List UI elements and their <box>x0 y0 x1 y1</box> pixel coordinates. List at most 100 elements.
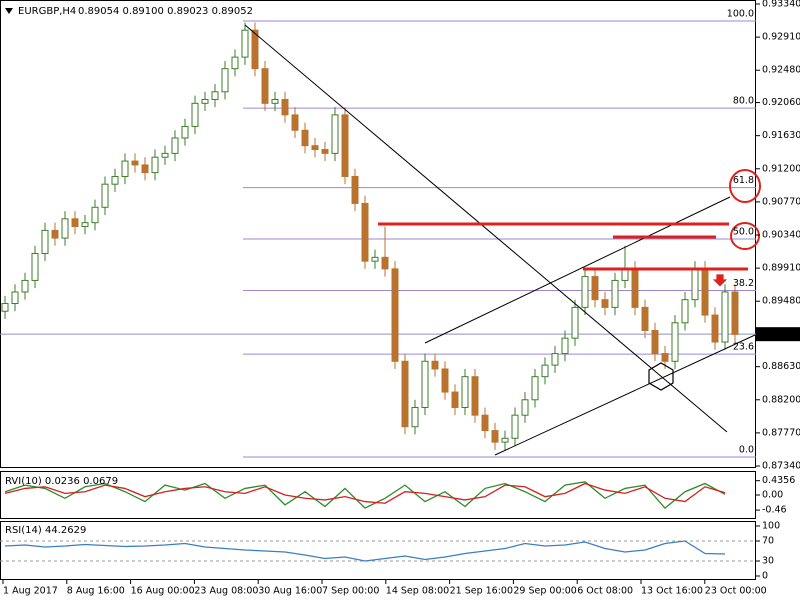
candle-body <box>421 360 429 408</box>
y-tick-label: 0 <box>762 571 768 582</box>
candle-body <box>1 303 9 312</box>
y-tick-label: 0.91200 <box>762 163 800 174</box>
x-tick-label: 23 Aug 08:00 <box>194 586 258 597</box>
candle-body <box>381 256 389 270</box>
candle-body <box>631 268 639 308</box>
hexagon-marker <box>648 362 674 391</box>
highlight-circle <box>729 169 761 203</box>
candle-body <box>51 229 59 239</box>
candle-body <box>341 114 349 177</box>
candle-body <box>651 329 659 355</box>
fib-label: 0.0 <box>739 444 754 455</box>
candle-body <box>131 160 139 166</box>
fib-label: 23.6 <box>733 342 754 353</box>
candle-body <box>251 29 259 70</box>
candle-body <box>451 391 459 408</box>
candle-body <box>711 314 719 343</box>
y-tick-label: 0.90770 <box>762 196 800 207</box>
candle-body <box>561 337 569 355</box>
y-tick-label: 0.88200 <box>762 394 800 405</box>
candle-body <box>511 414 519 439</box>
y-tick-label: 0.93340 <box>762 0 800 10</box>
y-tick-label: 0.89480 <box>762 296 800 307</box>
indicator-line <box>4 482 726 504</box>
candle-body <box>541 364 549 378</box>
candle-body <box>471 376 479 416</box>
candle-body <box>281 98 289 116</box>
candle-body <box>531 376 539 401</box>
y-tick-label: 70 <box>762 536 774 547</box>
x-tick-label: 13 Oct 16:00 <box>641 586 703 597</box>
y-tick-label: 0.88630 <box>762 361 800 372</box>
candle-body <box>681 299 689 324</box>
candle-body <box>31 252 39 281</box>
candle-body <box>721 291 729 343</box>
candle-body <box>211 91 219 100</box>
trend-line <box>244 24 728 433</box>
candle-body <box>691 268 699 301</box>
candle-body <box>151 156 159 174</box>
candle-body <box>401 360 409 428</box>
candle-body <box>311 145 319 151</box>
candle-body <box>411 406 419 428</box>
current-price-label: 0.89052 <box>760 329 799 340</box>
candle-body <box>661 353 669 362</box>
candle-body <box>731 291 739 335</box>
x-tick-label: 23 Oct 00:00 <box>705 586 767 597</box>
y-tick-label: 0.92480 <box>762 65 800 76</box>
x-tick-label: 30 Aug 16:00 <box>258 586 322 597</box>
candle-body <box>111 175 119 185</box>
symbol-icon <box>5 8 13 14</box>
candle-body <box>61 218 69 239</box>
candle-body <box>141 164 149 174</box>
candle-body <box>551 353 559 366</box>
candle-body <box>71 218 79 228</box>
candle-body <box>231 56 239 70</box>
indicator-line <box>4 540 726 562</box>
down-arrow <box>711 273 729 288</box>
candle-body <box>331 114 339 154</box>
candle-body <box>371 256 379 262</box>
candle-body <box>611 279 619 308</box>
highlight-circle <box>730 222 760 250</box>
x-tick-label: 1 Aug 2017 <box>3 586 58 597</box>
candle-body <box>21 279 29 293</box>
candle-body <box>671 322 679 362</box>
candle-body <box>461 376 469 408</box>
x-tick-label: 29 Sep 00:00 <box>513 586 576 597</box>
candle-body <box>351 175 359 204</box>
candle-body <box>501 437 509 443</box>
candle-body <box>361 202 369 262</box>
indicator-line <box>4 481 726 510</box>
candle-body <box>491 430 499 443</box>
x-tick-label: 8 Aug 16:00 <box>67 586 125 597</box>
rsi-title: RSI(14) 44.2629 <box>5 525 86 536</box>
y-tick-label: 100 <box>762 521 780 532</box>
y-tick-label: -0.46 <box>762 505 787 516</box>
candle-body <box>301 129 309 147</box>
candle-body <box>621 268 629 281</box>
fib-label: 80.0 <box>733 96 754 107</box>
drawings <box>5 8 761 456</box>
channel-lower <box>494 334 756 456</box>
fib-label: 100.0 <box>727 9 754 20</box>
y-tick-label: 0.4356 <box>762 475 795 486</box>
candle-body <box>481 414 489 432</box>
current-price-box <box>756 327 800 342</box>
rsi-panel <box>0 521 756 580</box>
candle-body <box>181 125 189 139</box>
candle-body <box>121 160 129 177</box>
candle-body <box>591 276 599 301</box>
x-tick-label: 16 Aug 00:00 <box>131 586 195 597</box>
candle-body <box>11 291 19 305</box>
candle-body <box>291 114 299 131</box>
y-tick-label: 0.91630 <box>762 130 800 141</box>
candle-body <box>241 29 249 58</box>
fib-label: 61.8 <box>733 175 754 186</box>
candle-body <box>321 149 329 154</box>
candle-body <box>581 276 589 308</box>
candle-body <box>391 268 399 362</box>
candle-body <box>221 68 229 93</box>
rvi-title: RVI(10) 0.0236 0.0679 <box>5 476 118 487</box>
